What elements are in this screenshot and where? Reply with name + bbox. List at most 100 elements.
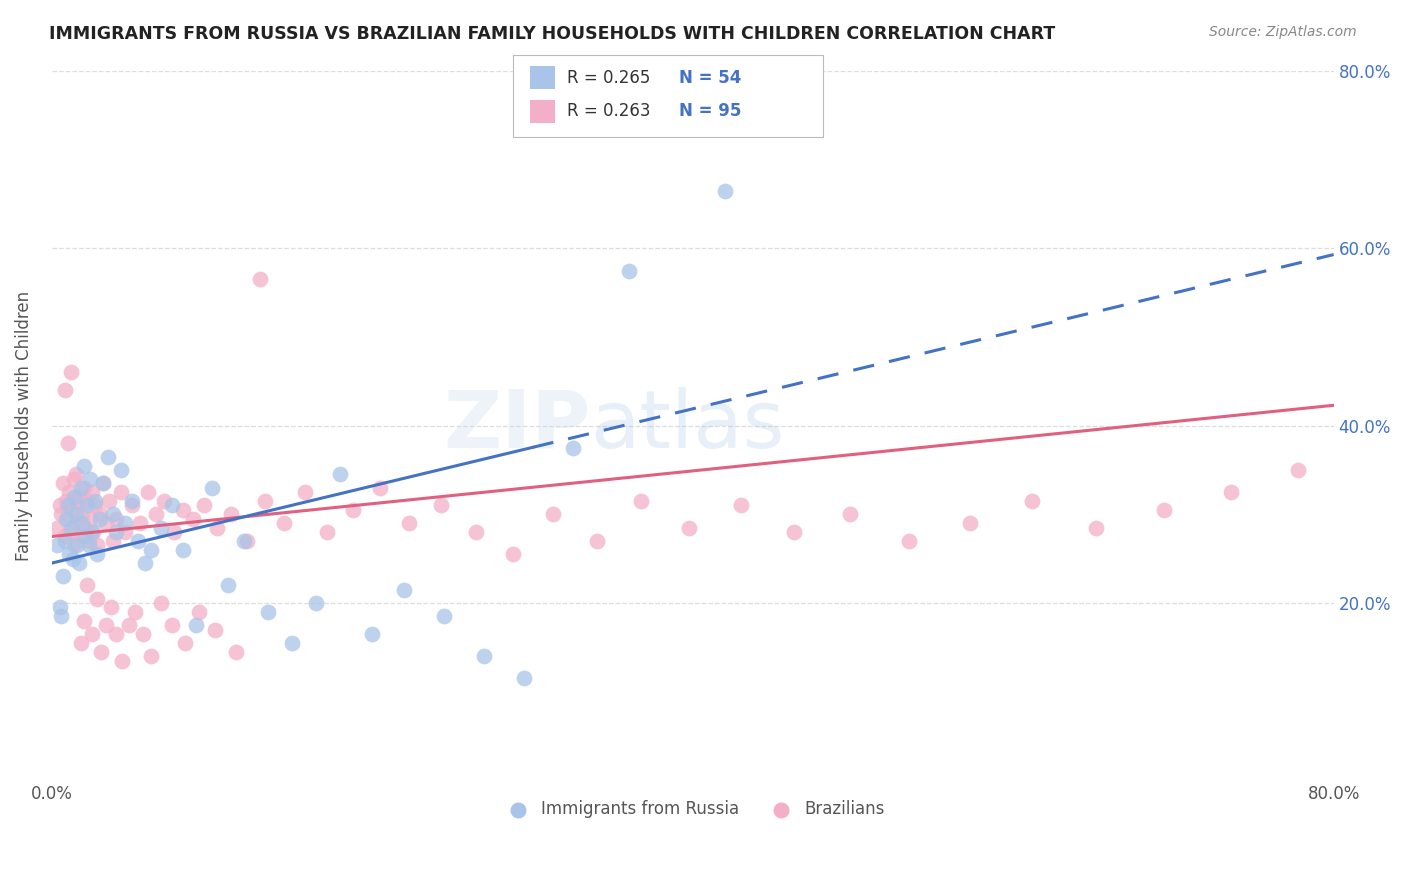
Point — [959, 516, 981, 531]
Text: Source: ZipAtlas.com: Source: ZipAtlas.com — [1209, 25, 1357, 39]
Point — [53, 533, 76, 548]
Point — [79, 512, 101, 526]
Point — [101, 533, 124, 548]
Point — [98, 494, 121, 508]
Point — [838, 508, 860, 522]
Point — [110, 463, 132, 477]
Point — [114, 524, 136, 539]
Point — [58, 485, 80, 500]
Point — [253, 494, 276, 508]
Point — [104, 627, 127, 641]
Point — [160, 618, 183, 632]
Point — [96, 516, 118, 531]
Point — [149, 596, 172, 610]
Point — [69, 636, 91, 650]
Point — [75, 529, 97, 543]
Point — [121, 499, 143, 513]
Point — [305, 596, 328, 610]
Point — [134, 556, 156, 570]
Point — [257, 605, 280, 619]
Point — [1220, 485, 1243, 500]
Point — [91, 476, 114, 491]
Point — [173, 636, 195, 650]
Point — [128, 516, 150, 531]
Point — [561, 441, 583, 455]
Point — [91, 476, 114, 491]
Point — [63, 490, 86, 504]
Point — [73, 481, 96, 495]
Point — [62, 503, 84, 517]
Point — [132, 627, 155, 641]
Point — [329, 467, 352, 482]
Point — [101, 508, 124, 522]
Point — [713, 184, 735, 198]
Point — [84, 499, 107, 513]
Point — [139, 542, 162, 557]
Point — [67, 490, 90, 504]
Point — [56, 499, 79, 513]
Point — [219, 508, 242, 522]
Point — [342, 503, 364, 517]
Point — [89, 512, 111, 526]
Point — [69, 529, 91, 543]
Point — [153, 494, 176, 508]
Point — [49, 600, 72, 615]
Point — [465, 524, 488, 539]
Point — [281, 636, 304, 650]
Point — [75, 521, 97, 535]
Point — [236, 533, 259, 548]
Point — [184, 618, 207, 632]
Point — [111, 654, 134, 668]
Point — [51, 609, 73, 624]
Text: N = 95: N = 95 — [679, 103, 741, 120]
Point — [56, 512, 79, 526]
Point — [433, 609, 456, 624]
Point — [201, 481, 224, 495]
Point — [84, 494, 107, 508]
Point — [97, 450, 120, 464]
Point — [1021, 494, 1043, 508]
Point — [76, 499, 98, 513]
Point — [361, 627, 384, 641]
Text: ZIP: ZIP — [443, 386, 591, 465]
Point — [104, 524, 127, 539]
Point — [90, 645, 112, 659]
Point — [273, 516, 295, 531]
Point — [69, 481, 91, 495]
Point — [66, 516, 89, 531]
Point — [56, 436, 79, 450]
Point — [145, 508, 167, 522]
Point — [67, 556, 90, 570]
Point — [53, 383, 76, 397]
Point — [89, 508, 111, 522]
Point — [59, 366, 82, 380]
Point — [181, 512, 204, 526]
Point — [124, 605, 146, 619]
Point — [630, 494, 652, 508]
Point — [73, 458, 96, 473]
Point — [80, 627, 103, 641]
Point — [149, 521, 172, 535]
Point — [76, 578, 98, 592]
Point — [45, 521, 67, 535]
Point — [225, 645, 247, 659]
Point — [316, 524, 339, 539]
Point — [55, 494, 77, 508]
Point — [474, 649, 496, 664]
Point — [79, 472, 101, 486]
Point — [63, 538, 86, 552]
Point — [66, 494, 89, 508]
Point — [1153, 503, 1175, 517]
Point — [59, 524, 82, 539]
Point — [172, 542, 194, 557]
Point — [51, 508, 73, 522]
Point — [730, 499, 752, 513]
Point — [77, 533, 100, 548]
Point — [70, 508, 93, 522]
Point — [398, 516, 420, 531]
Point — [86, 538, 108, 552]
Text: R = 0.265: R = 0.265 — [567, 69, 650, 87]
Point — [139, 649, 162, 664]
Point — [82, 524, 104, 539]
Point — [65, 467, 87, 482]
